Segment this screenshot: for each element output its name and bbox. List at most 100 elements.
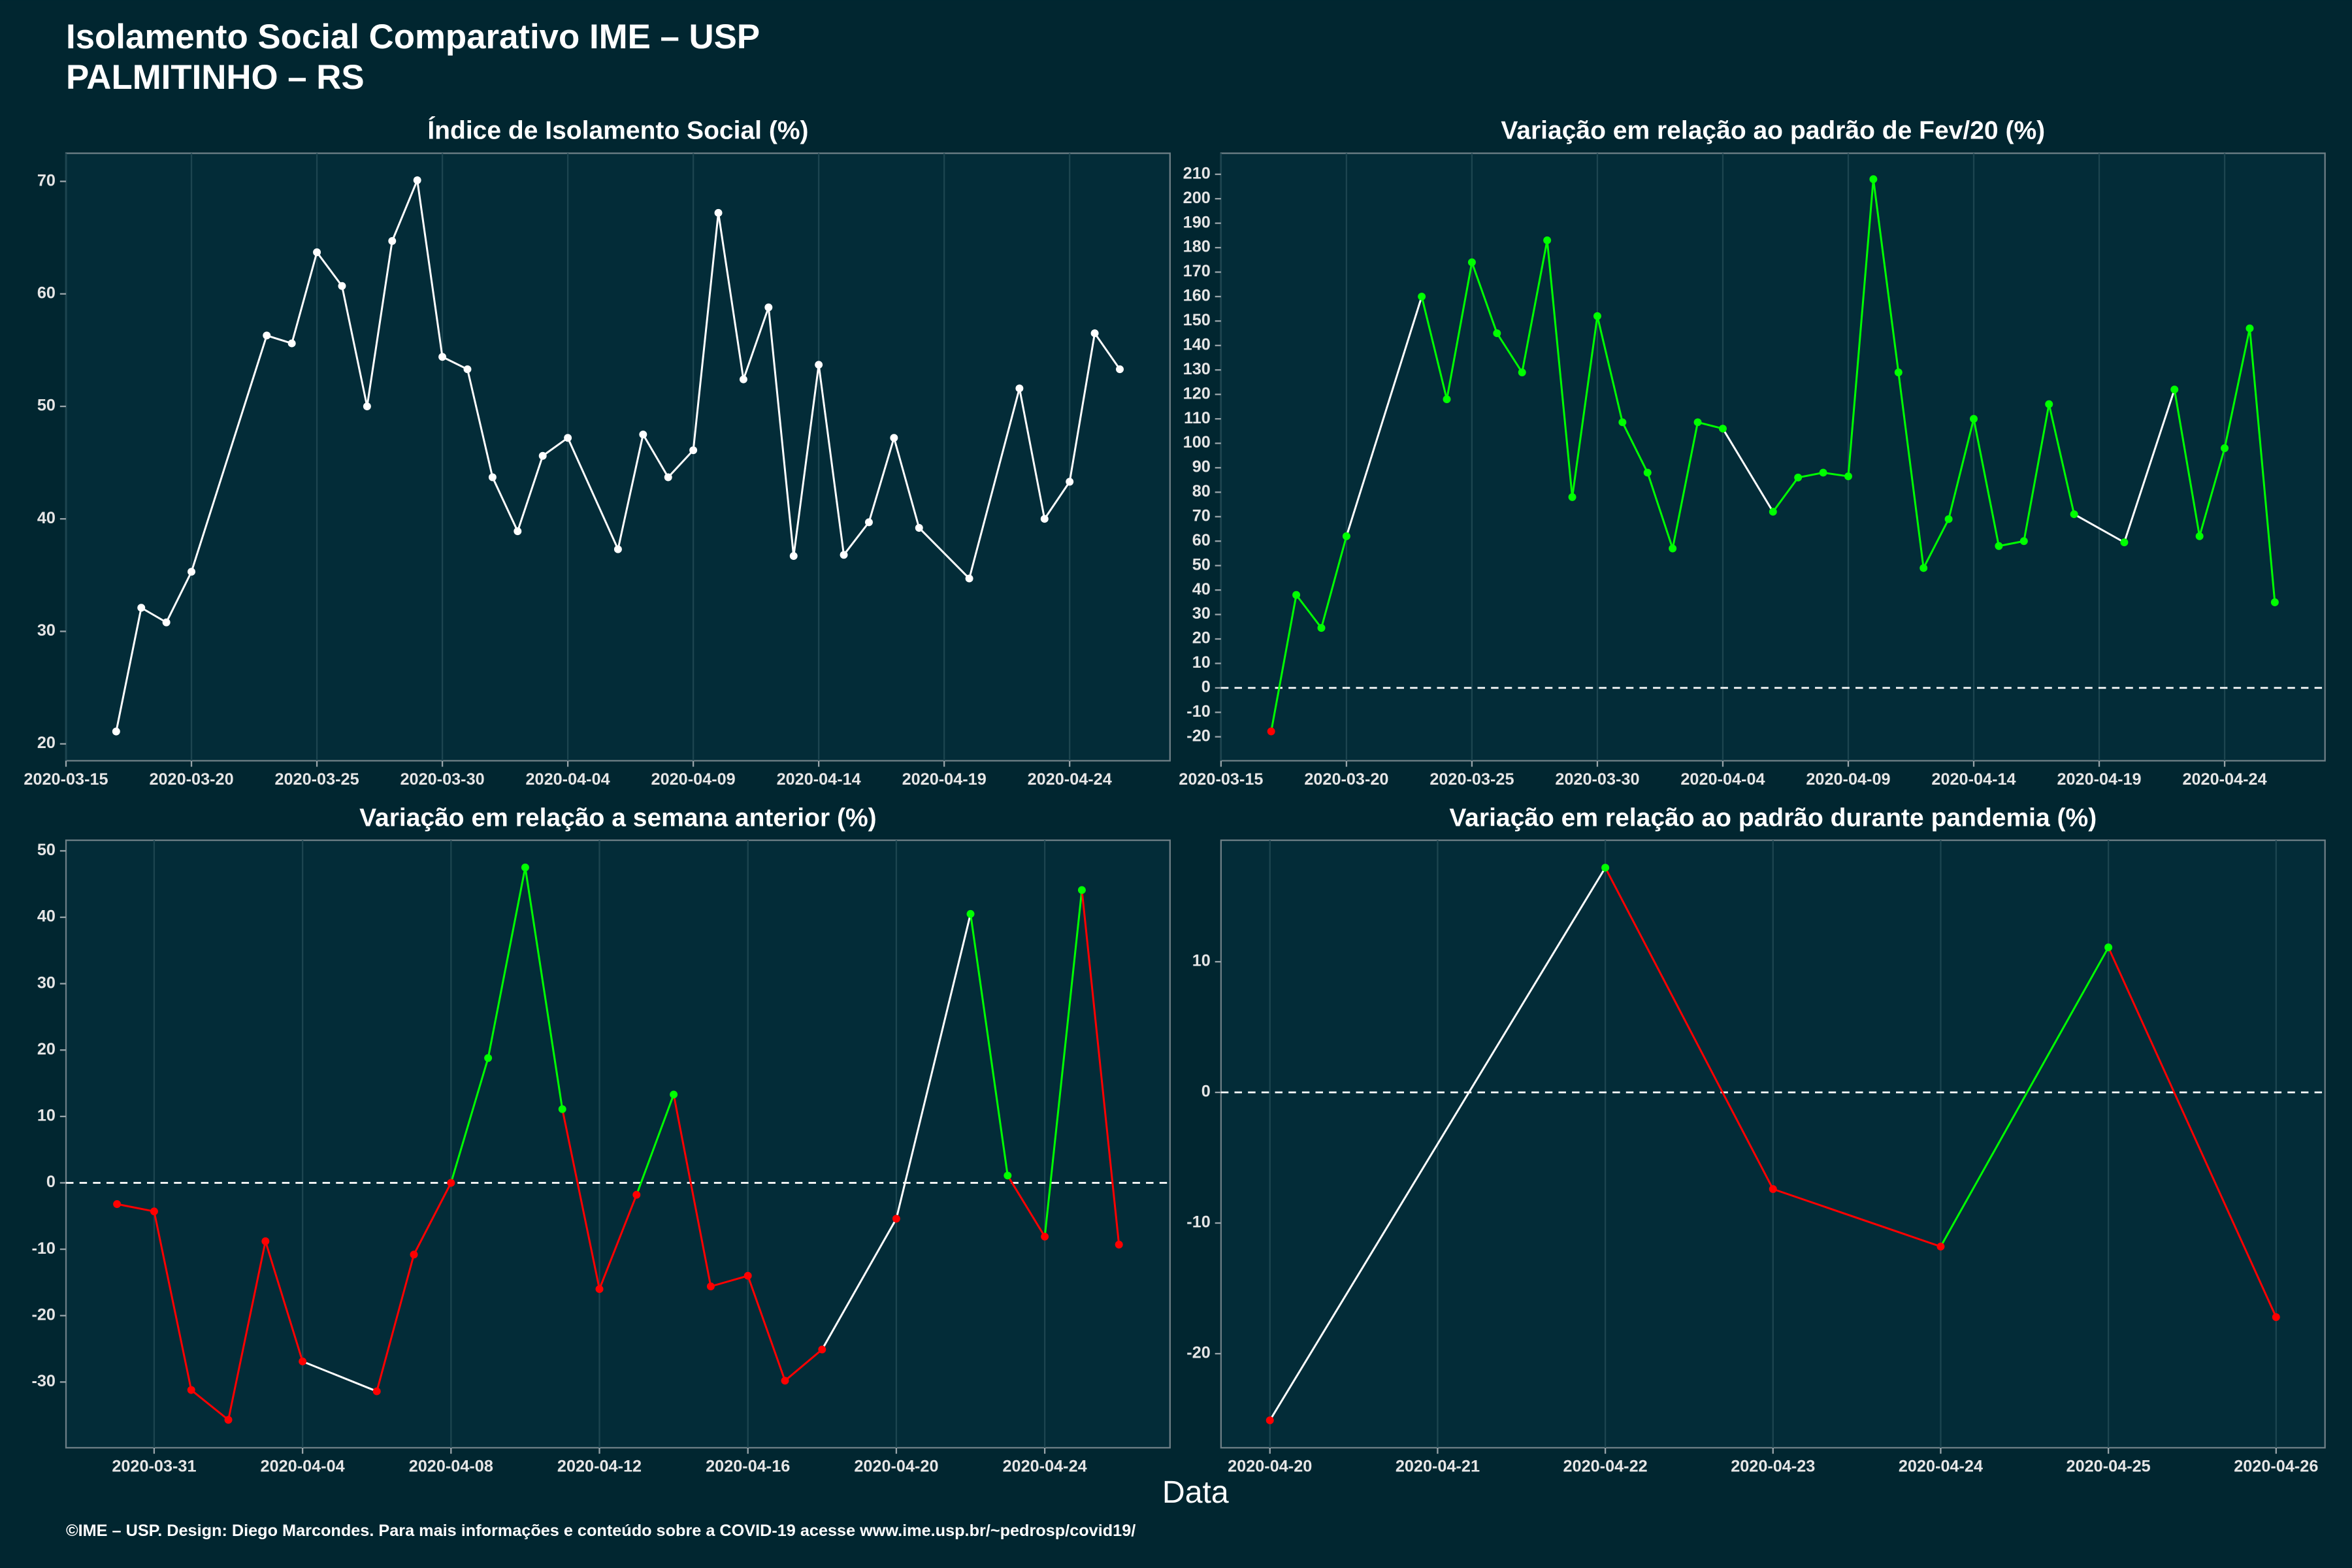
- panel-title: Variação em relação ao padrão de Fev/20 …: [1501, 117, 2045, 145]
- line-segment: [227, 1241, 267, 1420]
- data-point: [1593, 312, 1601, 320]
- line-segment: [1872, 179, 1900, 373]
- line-segment: [566, 437, 619, 550]
- data-point: [187, 1386, 195, 1394]
- line-segment: [190, 1389, 229, 1421]
- line-segment: [821, 1218, 898, 1350]
- y-tick-label: 20: [1192, 629, 1211, 647]
- line-segment: [1847, 179, 1874, 477]
- x-tick-label: 2020-04-04: [1680, 770, 1765, 789]
- data-point: [1467, 258, 1476, 267]
- data-point: [1643, 468, 1652, 477]
- y-tick-label: 10: [1192, 653, 1211, 672]
- data-point: [372, 1387, 381, 1396]
- line-segment: [291, 252, 318, 344]
- line-segment: [895, 913, 972, 1219]
- data-point: [1601, 864, 1610, 872]
- x-tick-label: 2020-04-14: [777, 770, 861, 789]
- x-tick-label: 2020-04-19: [2057, 770, 2141, 789]
- data-point: [1342, 532, 1350, 540]
- y-tick-label: 140: [1183, 335, 1211, 353]
- data-point: [2272, 1313, 2280, 1321]
- data-point: [1267, 727, 1275, 736]
- data-point: [538, 451, 547, 460]
- data-point: [338, 282, 346, 290]
- data-point: [764, 303, 773, 312]
- x-tick-label: 2020-04-12: [557, 1457, 642, 1475]
- line-segment: [1999, 540, 2025, 547]
- data-point: [2221, 444, 2229, 452]
- line-segment: [1007, 1175, 1046, 1237]
- line-segment: [376, 1254, 415, 1392]
- line-segment: [1722, 428, 1774, 513]
- line-segment: [116, 1203, 155, 1213]
- data-point: [1317, 624, 1326, 632]
- line-segment: [747, 1275, 786, 1381]
- data-point: [1568, 493, 1576, 501]
- data-point: [438, 353, 447, 361]
- x-tick-label: 2020-04-24: [1003, 1457, 1087, 1475]
- line-segment: [416, 180, 444, 357]
- data-point: [781, 1377, 789, 1385]
- y-tick-label: -10: [1186, 702, 1211, 721]
- data-point: [150, 1207, 158, 1216]
- plot-panel: [65, 152, 1171, 762]
- line-segment: [487, 867, 527, 1058]
- line-segment: [642, 434, 670, 478]
- data-point: [1769, 508, 1777, 516]
- line-segment: [1068, 333, 1096, 482]
- y-tick-label: 120: [1183, 384, 1211, 402]
- x-tick-label: 2020-03-25: [1429, 770, 1514, 789]
- line-segment: [1043, 481, 1071, 520]
- line-segment: [1269, 867, 1607, 1421]
- x-tick-label: 2020-04-09: [1806, 770, 1890, 789]
- data-point: [463, 365, 472, 374]
- data-point: [2246, 324, 2254, 333]
- data-point: [1292, 591, 1301, 599]
- line-segment: [1897, 372, 1925, 568]
- data-point: [1919, 564, 1928, 572]
- data-point: [413, 176, 421, 184]
- data-point: [1844, 472, 1852, 481]
- x-tick-label: 2020-03-20: [1304, 770, 1388, 789]
- data-point: [363, 402, 371, 410]
- y-tick-label: 100: [1183, 433, 1211, 451]
- line-segment: [413, 1182, 452, 1255]
- line-segment: [792, 365, 820, 557]
- y-tick-label: 10: [1192, 952, 1211, 970]
- line-segment: [1094, 333, 1121, 370]
- line-segment: [1295, 594, 1322, 629]
- line-segment: [667, 449, 694, 478]
- line-segment: [449, 1057, 489, 1183]
- line-segment: [1823, 471, 1849, 478]
- data-point: [1115, 1241, 1123, 1249]
- line-segment: [1772, 477, 1799, 513]
- line-segment: [2073, 513, 2125, 544]
- data-point: [287, 339, 296, 348]
- data-point: [484, 1054, 493, 1062]
- data-point: [2195, 532, 2204, 540]
- y-tick-label: 0: [1201, 678, 1211, 696]
- line-segment: [2023, 404, 2050, 542]
- line-segment: [341, 286, 368, 407]
- y-tick-label: 70: [37, 171, 56, 189]
- data-point: [2270, 598, 2279, 606]
- line-segment: [2173, 389, 2201, 537]
- line-segment: [1521, 240, 1548, 373]
- data-point: [789, 552, 798, 560]
- line-segment: [1948, 418, 1975, 519]
- data-point: [890, 434, 898, 442]
- line-segment: [672, 1094, 712, 1287]
- y-tick-label: 160: [1183, 287, 1211, 305]
- y-tick-label: 110: [1184, 409, 1211, 427]
- y-tick-label: 180: [1183, 238, 1211, 256]
- line-segment: [165, 571, 193, 623]
- data-point: [1266, 1416, 1274, 1424]
- line-segment: [1604, 867, 1774, 1190]
- line-segment: [717, 212, 745, 380]
- y-tick-label: 130: [1183, 360, 1211, 378]
- data-point: [1090, 329, 1099, 338]
- line-segment: [1081, 890, 1120, 1245]
- line-segment: [970, 913, 1009, 1176]
- data-point: [1543, 236, 1552, 244]
